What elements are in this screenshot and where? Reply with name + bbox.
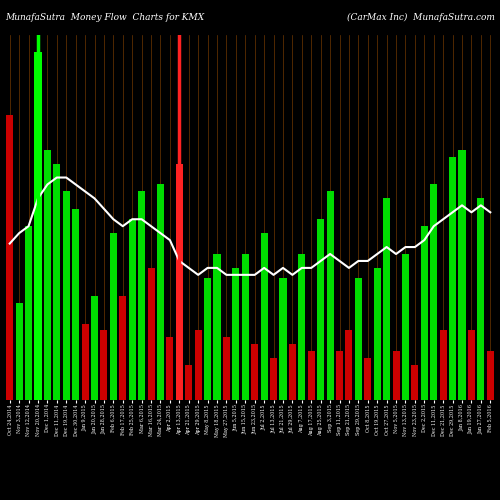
Bar [355,278,362,400]
Bar [412,365,418,400]
Bar [120,296,126,400]
Bar [270,358,277,400]
Text: (CarMax Inc)  MunafaSutra.com: (CarMax Inc) MunafaSutra.com [347,12,495,22]
Bar [260,233,268,400]
Bar [440,330,446,400]
Bar [157,184,164,400]
Bar [298,254,306,400]
Bar [336,352,343,400]
Bar [383,198,390,400]
Bar [54,164,60,400]
Bar [34,52,42,400]
Bar [72,209,79,400]
Bar [204,278,211,400]
Bar [326,192,334,400]
Bar [478,198,484,400]
Bar [176,164,183,400]
Bar [289,344,296,400]
Bar [166,338,173,400]
Bar [374,268,380,400]
Bar [110,233,117,400]
Bar [82,324,88,400]
Bar [223,338,230,400]
Bar [468,330,475,400]
Bar [392,352,400,400]
Bar [194,330,202,400]
Bar [25,226,32,400]
Bar [16,302,22,400]
Bar [280,278,286,400]
Bar [346,330,352,400]
Bar [232,268,239,400]
Bar [6,115,13,400]
Bar [91,296,98,400]
Bar [100,330,107,400]
Bar [185,365,192,400]
Bar [308,352,315,400]
Bar [138,192,145,400]
Text: MunafaSutra  Money Flow  Charts for KMX: MunafaSutra Money Flow Charts for KMX [5,12,204,22]
Bar [317,219,324,400]
Bar [251,344,258,400]
Bar [487,352,494,400]
Bar [62,192,70,400]
Bar [430,184,438,400]
Bar [449,156,456,400]
Bar [402,254,409,400]
Bar [214,254,220,400]
Bar [421,226,428,400]
Bar [458,150,466,400]
Bar [364,358,372,400]
Bar [242,254,249,400]
Bar [148,268,154,400]
Bar [44,150,51,400]
Bar [128,219,136,400]
